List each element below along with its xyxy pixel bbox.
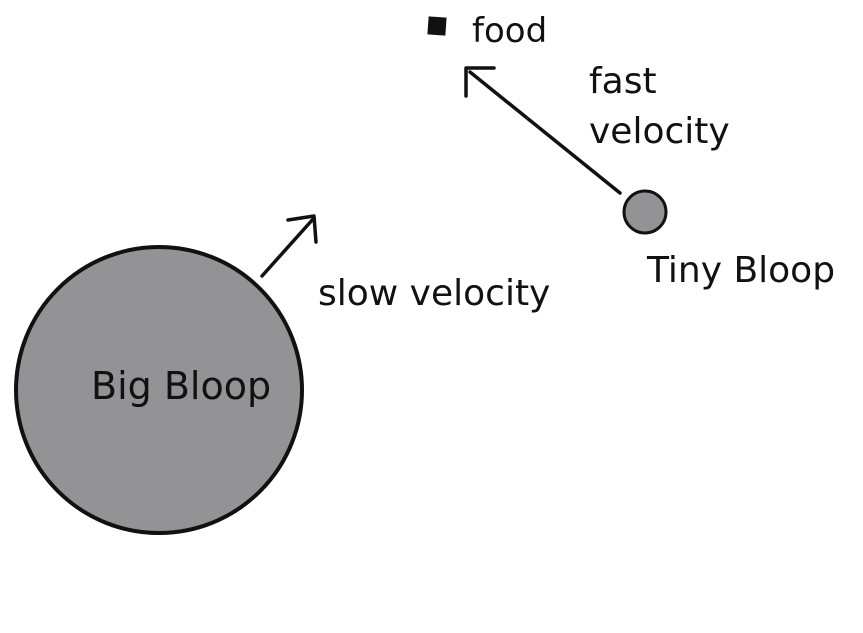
big-bloop-circle — [14, 245, 304, 535]
tiny-bloop-circle — [622, 189, 668, 235]
fast-velocity-label: fast velocity — [589, 61, 730, 152]
slow-velocity-arrow — [260, 214, 318, 278]
fast-velocity-arrow — [464, 66, 622, 195]
fast-velocity-label-line2: velocity — [589, 111, 730, 152]
fast-velocity-label-line1: fast — [589, 61, 657, 102]
food-marker — [427, 16, 447, 36]
slow-velocity-label: slow velocity — [318, 273, 550, 314]
food-label: food — [472, 11, 547, 51]
big-bloop-label: Big Bloop — [91, 364, 271, 408]
tiny-bloop-label: Tiny Bloop — [646, 250, 835, 291]
